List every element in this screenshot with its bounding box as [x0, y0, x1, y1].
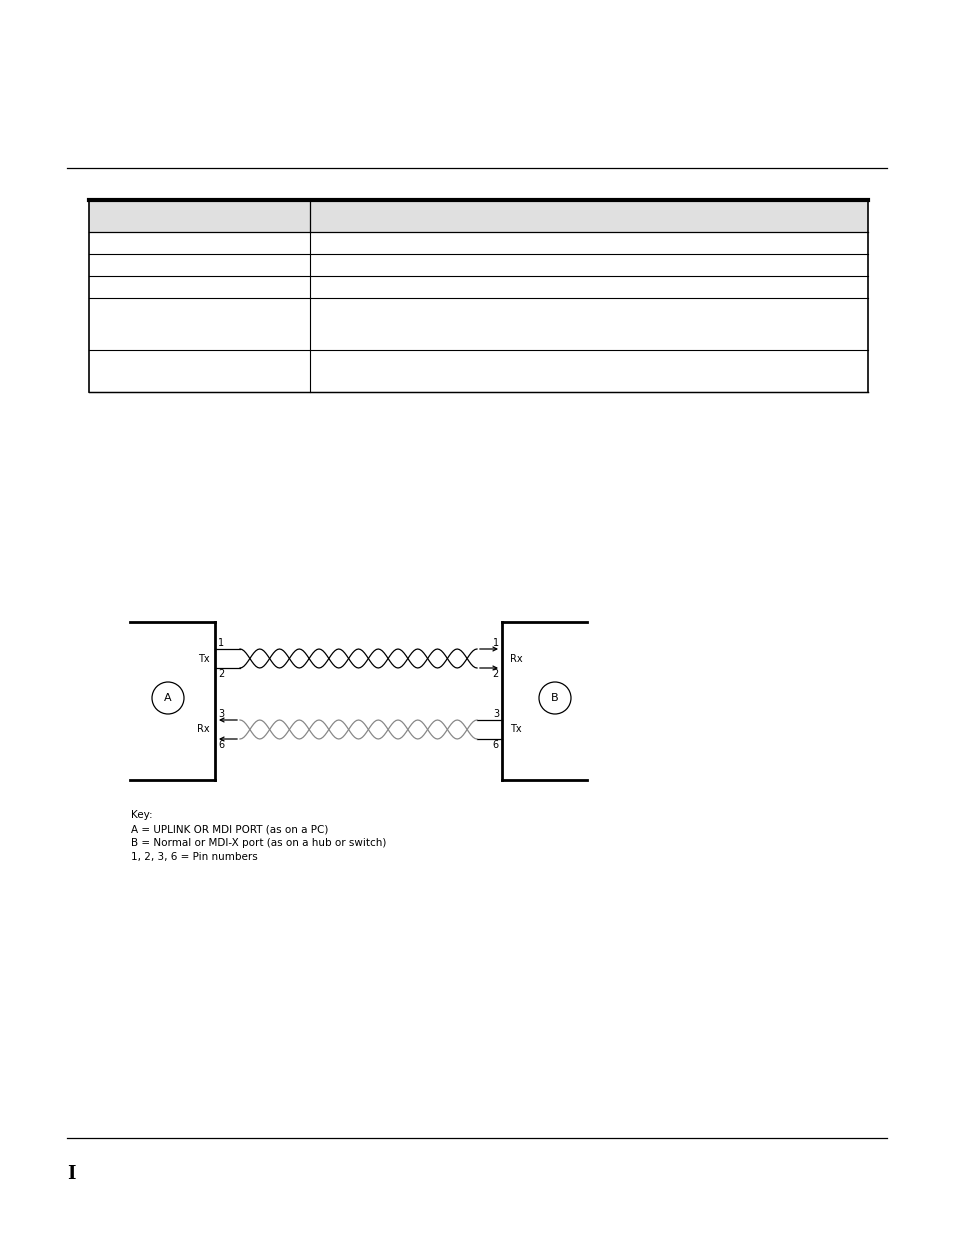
Text: Tx: Tx: [510, 725, 521, 735]
Text: Rx: Rx: [510, 653, 522, 663]
Text: Key:: Key:: [131, 810, 152, 820]
Text: B = Normal or MDI-X port (as on a hub or switch): B = Normal or MDI-X port (as on a hub or…: [131, 839, 386, 848]
Text: 1: 1: [218, 638, 224, 648]
Text: A: A: [164, 693, 172, 703]
Text: Rx: Rx: [197, 725, 210, 735]
Text: 3: 3: [218, 709, 224, 719]
Text: I: I: [67, 1165, 75, 1183]
Bar: [89, 200, 867, 232]
Text: 1: 1: [493, 638, 498, 648]
Text: B: B: [551, 693, 558, 703]
Text: 6: 6: [493, 740, 498, 750]
Text: Tx: Tx: [198, 653, 210, 663]
Text: 1, 2, 3, 6 = Pin numbers: 1, 2, 3, 6 = Pin numbers: [131, 852, 257, 862]
Text: A = UPLINK OR MDI PORT (as on a PC): A = UPLINK OR MDI PORT (as on a PC): [131, 824, 328, 834]
Text: 2: 2: [493, 669, 498, 679]
Text: 3: 3: [493, 709, 498, 719]
Text: 2: 2: [218, 669, 224, 679]
Text: 6: 6: [218, 740, 224, 750]
